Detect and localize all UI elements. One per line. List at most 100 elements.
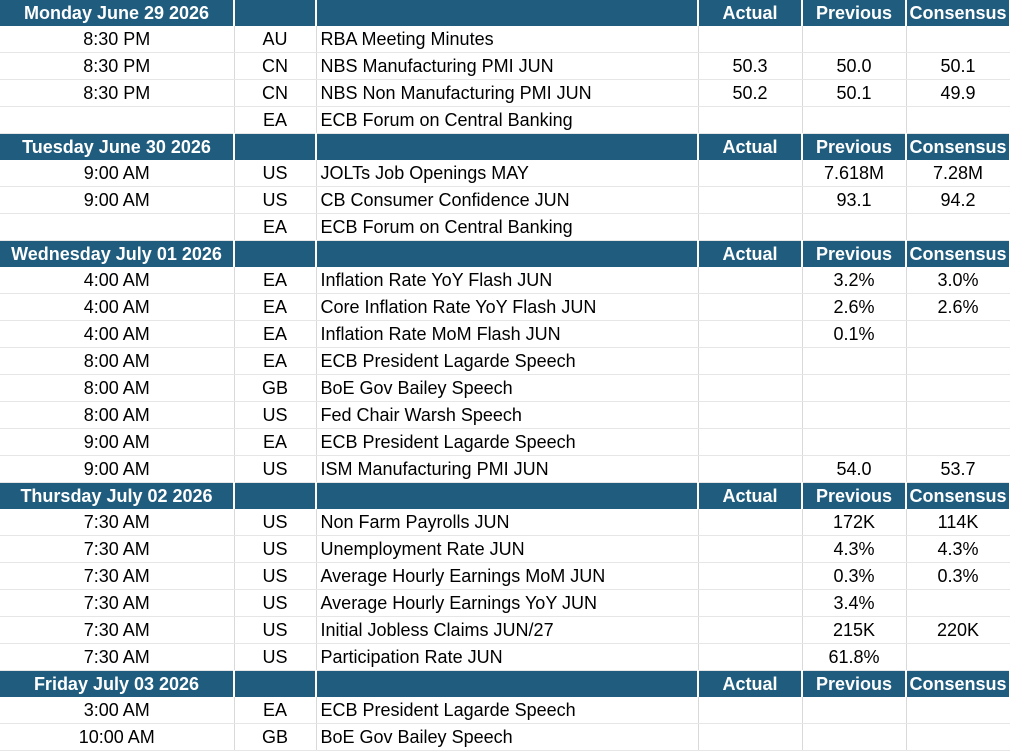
event-country[interactable]: GB [234,723,317,751]
event-previous[interactable]: 172K [802,509,907,536]
table-row[interactable]: 8:00 AM EA ECB President Lagarde Speech [0,347,1010,375]
event-time[interactable]: 7:30 AM [0,616,235,644]
table-row[interactable]: 8:30 PM CN NBS Manufacturing PMI JUN 50.3 50… [0,52,1010,80]
event-name[interactable]: Average Hourly Earnings YoY JUN [316,589,699,617]
event-name[interactable]: ISM Manufacturing PMI JUN [316,455,699,483]
event-country[interactable]: EA [234,213,317,241]
event-name[interactable]: NBS Manufacturing PMI JUN [316,52,699,80]
event-name[interactable]: ECB Forum on Central Banking [316,213,699,241]
event-name[interactable]: BoE Gov Bailey Speech [316,723,699,751]
event-name[interactable]: Initial Jobless Claims JUN/27 [316,616,699,644]
event-consensus[interactable]: 4.3% [906,535,1010,563]
event-previous[interactable]: 61.8% [802,643,907,671]
event-country[interactable]: EA [234,267,317,294]
event-actual[interactable] [698,562,803,590]
event-consensus[interactable]: 94.2 [906,186,1010,214]
event-country[interactable]: US [234,160,317,187]
event-country[interactable]: CN [234,52,317,80]
event-actual[interactable] [698,267,803,294]
event-previous[interactable] [802,347,907,375]
event-previous[interactable]: 93.1 [802,186,907,214]
event-country[interactable]: US [234,186,317,214]
event-previous[interactable]: 54.0 [802,455,907,483]
event-country[interactable]: US [234,616,317,644]
event-previous[interactable]: 0.1% [802,320,907,348]
event-actual[interactable] [698,589,803,617]
event-consensus[interactable] [906,697,1010,724]
event-actual[interactable] [698,213,803,241]
event-name[interactable]: Unemployment Rate JUN [316,535,699,563]
event-time[interactable]: 7:30 AM [0,643,235,671]
event-consensus[interactable]: 0.3% [906,562,1010,590]
event-consensus[interactable]: 114K [906,509,1010,536]
event-consensus[interactable]: 49.9 [906,79,1010,107]
event-country[interactable]: EA [234,320,317,348]
event-time[interactable]: 8:00 AM [0,374,235,402]
event-time[interactable] [0,213,235,241]
event-name[interactable]: ECB President Lagarde Speech [316,697,699,724]
event-consensus[interactable]: 7.28M [906,160,1010,187]
table-row[interactable]: 7:30 AM US Average Hourly Earnings MoM JUN… [0,562,1010,590]
event-actual[interactable] [698,186,803,214]
event-time[interactable] [0,106,235,134]
table-row[interactable]: 4:00 AM EA Inflation Rate YoY Flash JUN 3.2… [0,267,1010,294]
event-time[interactable]: 9:00 AM [0,455,235,483]
event-name[interactable]: RBA Meeting Minutes [316,26,699,53]
event-name[interactable]: CB Consumer Confidence JUN [316,186,699,214]
event-consensus[interactable] [906,589,1010,617]
event-country[interactable]: US [234,509,317,536]
event-previous[interactable] [802,428,907,456]
event-actual[interactable] [698,428,803,456]
event-country[interactable]: EA [234,293,317,321]
event-time[interactable]: 8:00 AM [0,347,235,375]
event-previous[interactable] [802,401,907,429]
event-actual[interactable] [698,697,803,724]
table-row[interactable]: 9:00 AM US ISM Manufacturing PMI JUN 54.0 53… [0,455,1010,483]
event-actual[interactable] [698,106,803,134]
event-actual[interactable] [698,293,803,321]
event-previous[interactable]: 50.1 [802,79,907,107]
event-actual[interactable] [698,320,803,348]
event-time[interactable]: 10:00 AM [0,723,235,751]
event-previous[interactable] [802,374,907,402]
event-country[interactable]: US [234,562,317,590]
event-country[interactable]: EA [234,347,317,375]
event-name[interactable]: ECB President Lagarde Speech [316,347,699,375]
event-time[interactable]: 7:30 AM [0,535,235,563]
event-country[interactable]: US [234,589,317,617]
table-row[interactable]: 7:30 AM US Average Hourly Earnings YoY JUN… [0,589,1010,617]
event-consensus[interactable] [906,401,1010,429]
table-row[interactable]: 8:30 PM CN NBS Non Manufacturing PMI JUN 50… [0,79,1010,107]
event-consensus[interactable]: 50.1 [906,52,1010,80]
event-consensus[interactable] [906,428,1010,456]
event-name[interactable]: Inflation Rate YoY Flash JUN [316,267,699,294]
event-time[interactable]: 3:00 AM [0,697,235,724]
event-time[interactable]: 9:00 AM [0,160,235,187]
event-previous[interactable] [802,213,907,241]
event-actual[interactable] [698,723,803,751]
event-name[interactable]: Participation Rate JUN [316,643,699,671]
event-name[interactable]: BoE Gov Bailey Speech [316,374,699,402]
table-row[interactable]: 8:00 AM GB BoE Gov Bailey Speech [0,374,1010,402]
event-actual[interactable] [698,509,803,536]
event-previous[interactable]: 50.0 [802,52,907,80]
event-actual[interactable] [698,160,803,187]
table-row[interactable]: 3:00 AM EA ECB President Lagarde Speech [0,697,1010,724]
table-row[interactable]: 9:00 AM US JOLTs Job Openings MAY 7.618M 7.2… [0,160,1010,187]
event-name[interactable]: Non Farm Payrolls JUN [316,509,699,536]
table-row[interactable]: 8:00 AM US Fed Chair Warsh Speech [0,401,1010,429]
event-name[interactable]: Core Inflation Rate YoY Flash JUN [316,293,699,321]
table-row[interactable]: EA ECB Forum on Central Banking [0,106,1010,134]
event-consensus[interactable]: 53.7 [906,455,1010,483]
event-consensus[interactable] [906,213,1010,241]
event-time[interactable]: 8:30 PM [0,79,235,107]
table-row[interactable]: 7:30 AM US Participation Rate JUN 61.8% [0,643,1010,671]
event-name[interactable]: NBS Non Manufacturing PMI JUN [316,79,699,107]
event-previous[interactable]: 4.3% [802,535,907,563]
event-name[interactable]: ECB Forum on Central Banking [316,106,699,134]
event-consensus[interactable] [906,26,1010,53]
event-name[interactable]: Fed Chair Warsh Speech [316,401,699,429]
event-time[interactable]: 4:00 AM [0,320,235,348]
event-country[interactable]: GB [234,374,317,402]
event-consensus[interactable] [906,320,1010,348]
